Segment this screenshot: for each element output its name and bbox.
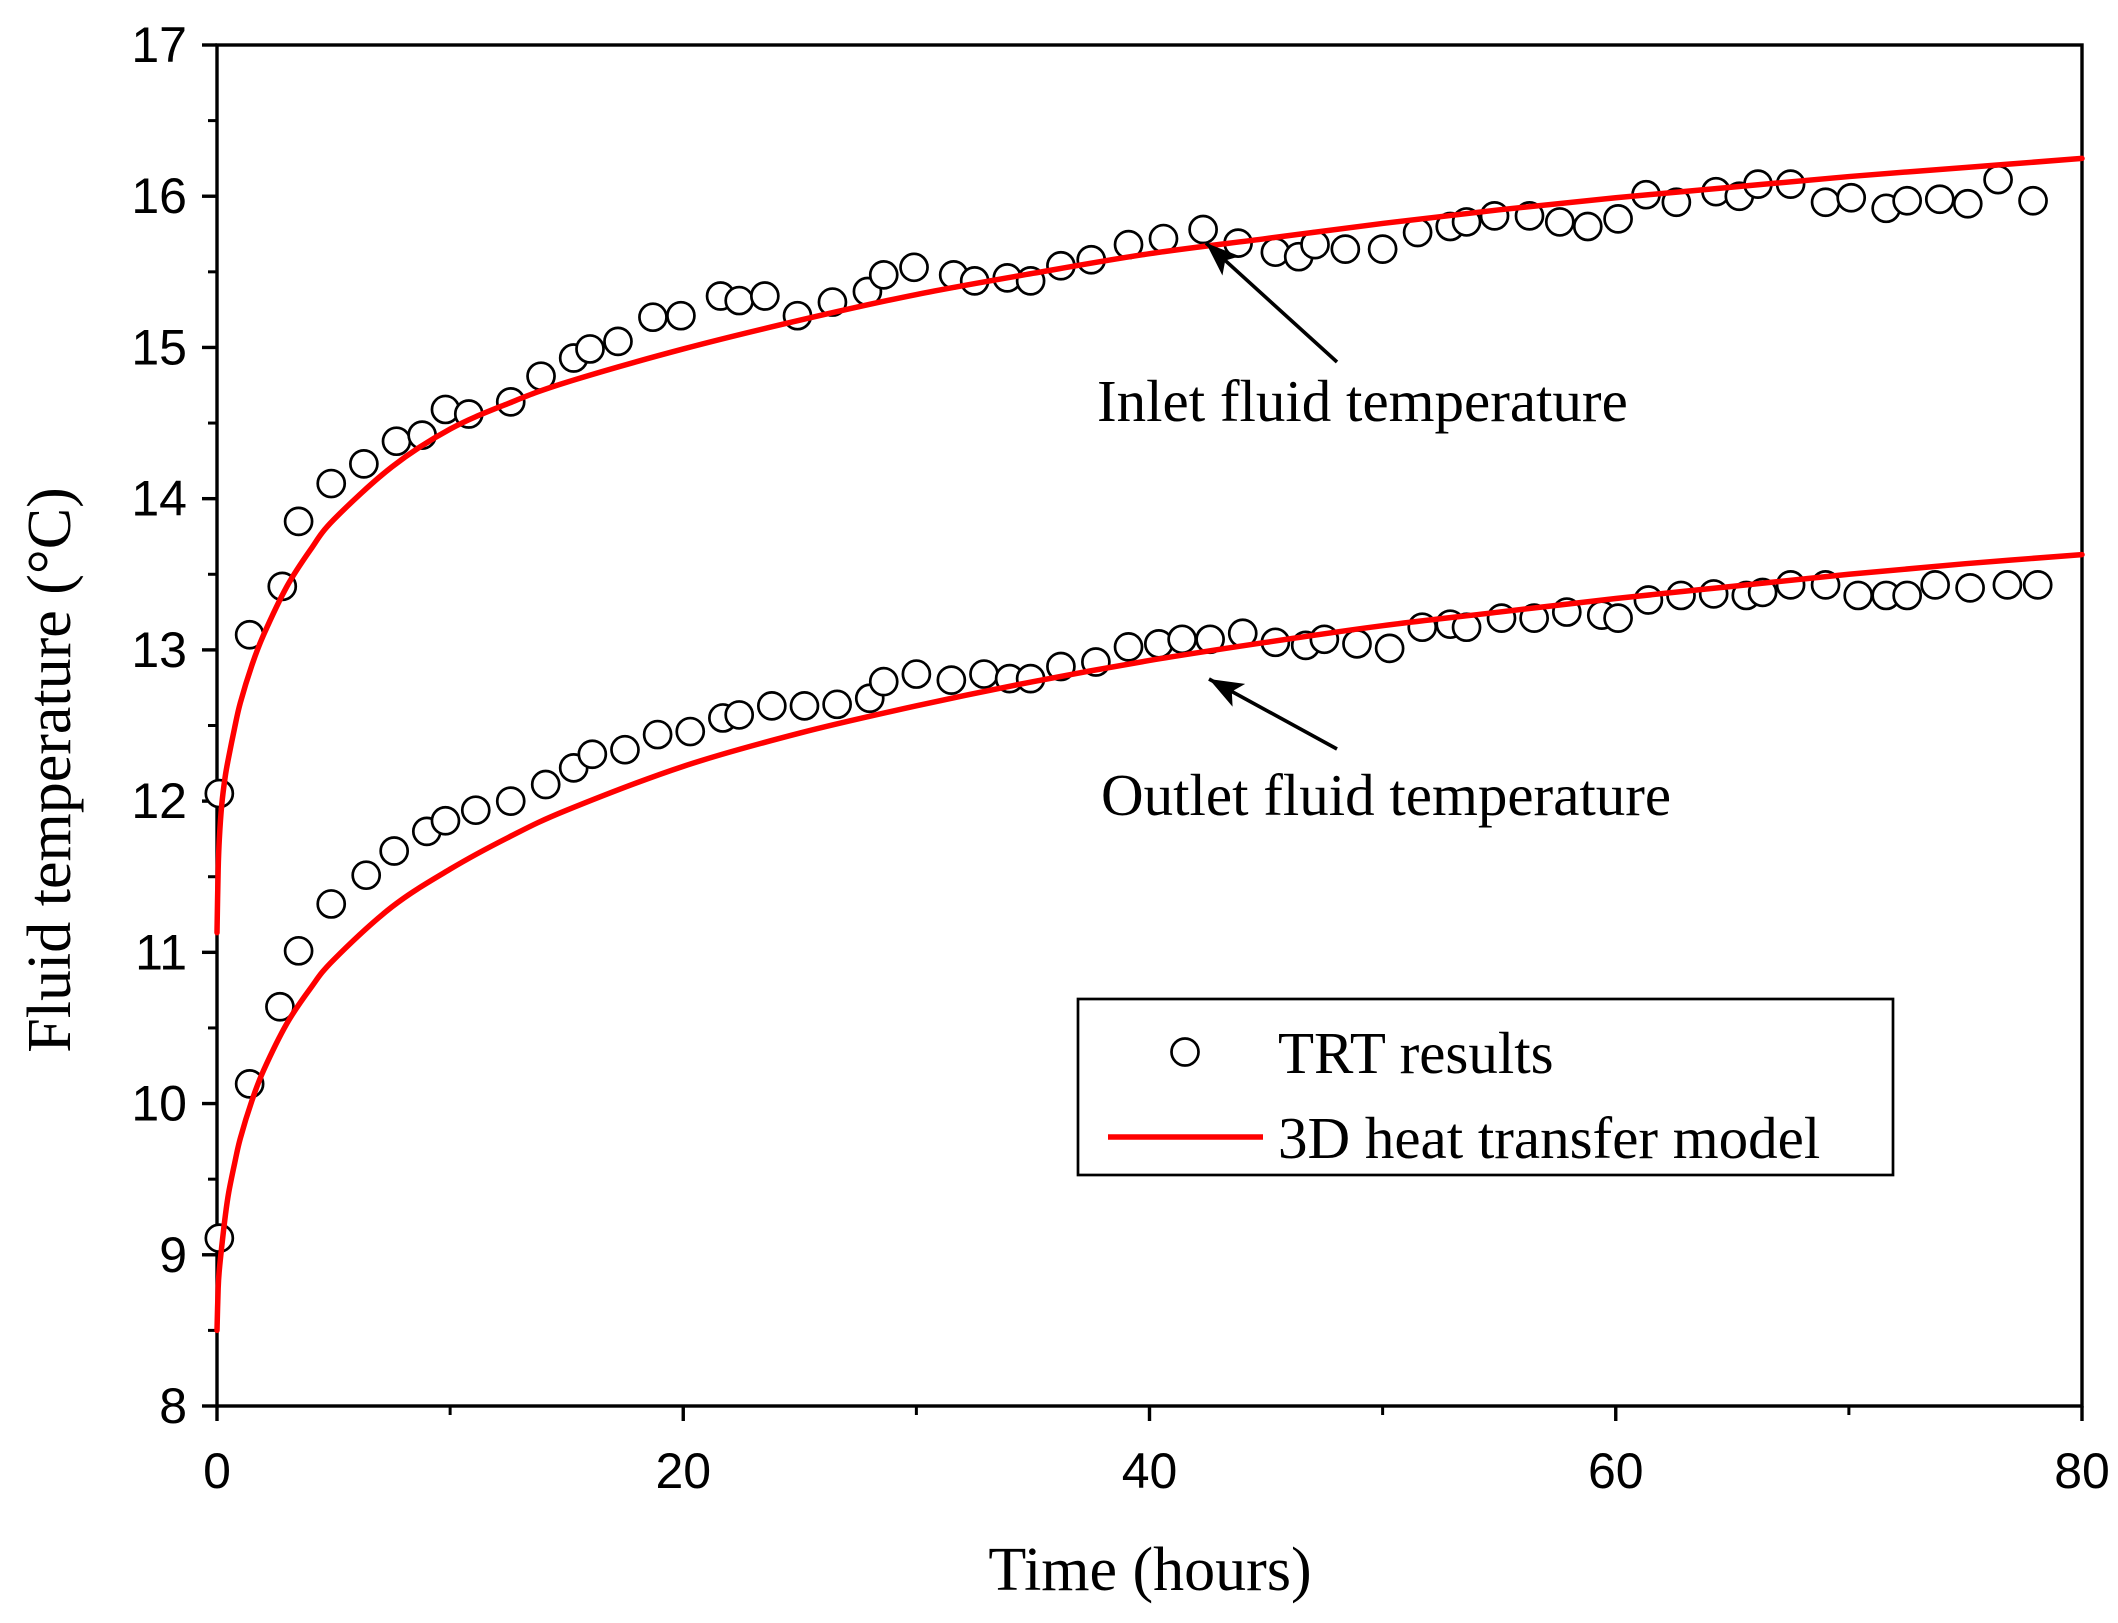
trt-point-outlet: [1603, 603, 1633, 633]
y-tick-label: 14: [131, 471, 187, 527]
y-tick-label: 17: [131, 17, 187, 73]
trt-point-outlet: [1113, 632, 1144, 662]
trt-point-outlet: [936, 665, 967, 695]
trt-point-inlet: [868, 260, 899, 290]
trt-point-inlet: [1330, 234, 1361, 264]
y-tick-label: 16: [131, 168, 187, 224]
trt-point-inlet: [666, 300, 696, 331]
y-tick-label: 12: [131, 773, 187, 829]
x-tick-label: 20: [655, 1443, 711, 1499]
trt-point-inlet: [899, 252, 929, 283]
trt-point-outlet: [1843, 580, 1874, 611]
model-line-inlet: [214, 155, 2085, 936]
trt-point-inlet: [1572, 211, 1603, 242]
annotation-inlet: Inlet fluid temperature: [1097, 368, 1628, 434]
x-axis: 0 20 40 60 80: [203, 1406, 2110, 1499]
trt-point-outlet: [1633, 585, 1664, 615]
trt-point-outlet: [1698, 579, 1729, 609]
x-axis-title: Time (hours): [988, 1536, 1311, 1604]
trt-point-inlet: [1836, 182, 1867, 213]
trt-point-outlet: [430, 805, 461, 836]
trt-point-outlet: [283, 935, 314, 966]
y-tick-label: 13: [131, 622, 187, 678]
trt-point-inlet: [1603, 204, 1633, 234]
trt-point-outlet: [379, 836, 410, 866]
legend-label-trt: TRT results: [1278, 1020, 1554, 1086]
trt-point-outlet: [2022, 570, 2053, 600]
model-line-outlet: [214, 551, 2085, 1334]
x-tick-label: 0: [203, 1443, 231, 1499]
trt-point-inlet: [638, 302, 668, 333]
trt-point-inlet: [316, 468, 347, 499]
trt-point-outlet: [789, 690, 820, 721]
y-axis-title: Fluid temperature (°C): [16, 487, 84, 1052]
trt-point-inlet: [603, 326, 633, 357]
trt-point-outlet: [1920, 570, 1950, 600]
trt-point-inlet: [283, 506, 314, 537]
trt-point-outlet: [822, 689, 852, 720]
x-tick-label: 60: [1588, 1443, 1644, 1499]
trt-point-outlet: [351, 860, 382, 891]
trt-point-inlet: [1983, 164, 2013, 195]
trt-point-outlet: [1666, 580, 1696, 611]
y-tick-label: 15: [131, 319, 187, 375]
legend: TRT results 3D heat transfer model: [1076, 997, 1895, 1177]
legend-marker-circle: [1170, 1037, 1200, 1067]
trt-point-outlet: [1892, 580, 1923, 611]
trt-point-outlet: [642, 719, 673, 750]
y-tick-label: 11: [135, 924, 187, 980]
trt-point-inlet: [1924, 184, 1955, 215]
model-curves: [214, 155, 2085, 1334]
trt-point-inlet: [1544, 207, 1575, 237]
trt-point-outlet: [969, 659, 999, 689]
trt-point-outlet: [901, 659, 932, 689]
x-tick-label: 80: [2054, 1443, 2110, 1499]
trt-point-outlet: [495, 786, 526, 816]
annotation-arrow-inlet: [1204, 241, 1339, 364]
trt-point-outlet: [316, 889, 347, 919]
y-tick-label: 10: [131, 1076, 187, 1132]
trt-point-outlet: [868, 666, 899, 697]
trt-point-inlet: [749, 281, 780, 311]
trt-point-outlet: [577, 739, 608, 770]
y-tick-label: 9: [159, 1227, 187, 1283]
trt-point-outlet: [756, 690, 787, 721]
trt-point-inlet: [1892, 185, 1923, 216]
annotation-arrow-outlet: [1208, 677, 1338, 751]
trt-point-inlet: [1188, 214, 1218, 245]
trt-point-inlet: [1952, 188, 1983, 219]
trt-point-outlet: [610, 734, 640, 765]
trt-point-outlet: [265, 991, 295, 1022]
trt-point-inlet: [575, 334, 605, 364]
trt-point-outlet: [460, 795, 491, 826]
plot-frame: [215, 43, 2084, 1408]
trt-point-outlet: [1167, 624, 1197, 655]
legend-box: [1076, 997, 1895, 1177]
trt-point-outlet: [675, 716, 706, 747]
trt-point-inlet: [381, 426, 412, 457]
trt-point-inlet: [724, 285, 755, 316]
annotation-outlet: Outlet fluid temperature: [1101, 762, 1671, 828]
trt-point-outlet: [1374, 633, 1405, 664]
trt-point-outlet: [724, 700, 755, 730]
trt-point-outlet: [1992, 570, 2023, 600]
trt-point-outlet: [1342, 628, 1372, 659]
trt-point-outlet: [1775, 570, 1806, 600]
trt-point-inlet: [1367, 234, 1398, 264]
x-tick-label: 40: [1122, 1443, 1178, 1499]
y-axis: 8 9 10 11 12 13 14 15 16 17: [131, 17, 217, 1434]
trt-point-outlet: [530, 769, 561, 800]
trt-point-inlet: [1479, 201, 1510, 231]
trt-point-inlet: [1810, 187, 1841, 218]
legend-label-model: 3D heat transfer model: [1278, 1105, 1820, 1171]
trt-point-inlet: [349, 449, 379, 479]
trt-point-outlet: [1955, 573, 1985, 603]
y-tick-label: 8: [159, 1378, 187, 1434]
trt-point-inlet: [2018, 185, 2048, 216]
